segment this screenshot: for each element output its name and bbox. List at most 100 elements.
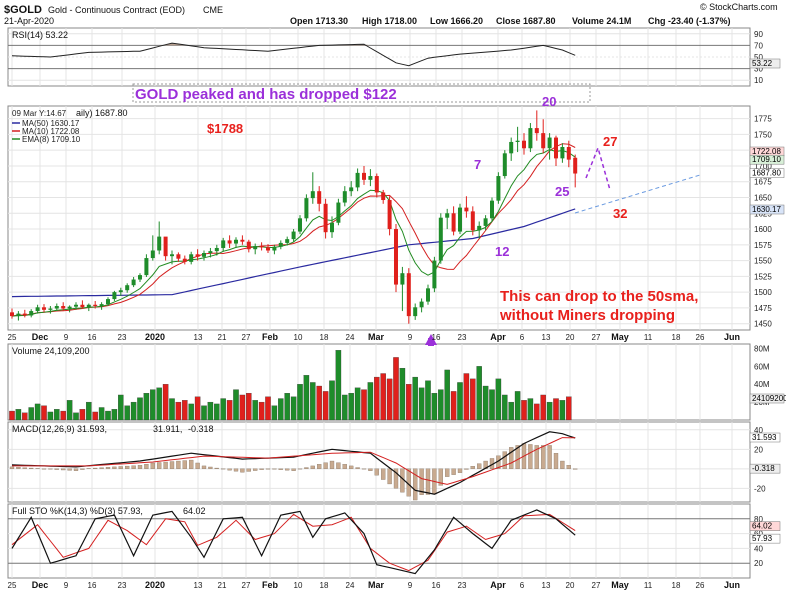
macd-hist-bar <box>253 468 258 471</box>
macd-hist-bar <box>163 461 168 469</box>
x-axis-label: 16 <box>432 333 441 342</box>
macd-hist-bar <box>355 467 360 469</box>
x-axis-label: 23 <box>458 333 467 342</box>
candle-body <box>496 176 501 201</box>
candle-body <box>528 128 533 149</box>
macd-hist-bar <box>509 447 514 469</box>
legend-daily: aily) 1687.80 <box>76 108 128 118</box>
volume-bar <box>34 403 41 421</box>
volume-bar <box>393 357 399 421</box>
macd-hist-bar <box>541 445 546 469</box>
candle-body <box>509 141 514 154</box>
sto-tick-label: 80 <box>754 515 763 524</box>
price-tick-label: 1700 <box>754 162 772 171</box>
candle-body <box>381 192 386 201</box>
x-axis-label: 24 <box>346 581 355 590</box>
macd-hist-bar <box>470 466 475 469</box>
price-tick-label: 1500 <box>754 288 772 297</box>
x-axis-label: 11 <box>644 581 653 590</box>
volume-bar <box>47 411 54 421</box>
candle-body <box>502 153 507 177</box>
volume-bar <box>207 401 214 421</box>
sto-tag: 64.02 <box>752 522 773 531</box>
legend-entry: MA(50) 1630.17 <box>22 119 80 128</box>
volume-bar <box>418 387 425 421</box>
trend-projection-line <box>574 174 701 214</box>
volume-bar <box>425 380 431 421</box>
volume-label: Volume 24,109,200 <box>12 346 90 356</box>
macd-hist-bar <box>105 467 111 469</box>
candle-body <box>150 250 155 259</box>
x-axis-label: 18 <box>672 333 681 342</box>
candle-body <box>234 239 238 244</box>
volume-bar <box>329 380 335 421</box>
x-axis-label: 16 <box>88 333 97 342</box>
note-line-2: without Miners dropping <box>499 307 675 324</box>
x-axis-label: 13 <box>542 333 551 342</box>
candle-body <box>29 311 34 316</box>
candle-body <box>547 137 552 149</box>
volume-bar <box>386 378 393 421</box>
x-axis-label: 6 <box>520 333 525 342</box>
candle-body <box>35 307 40 312</box>
rsi-label: RSI(14) 53.22 <box>12 30 68 40</box>
volume-bar <box>540 394 546 421</box>
candle-body <box>157 236 162 251</box>
volume-bar <box>297 384 303 421</box>
macd-hist-bar <box>214 467 219 469</box>
candle-body <box>458 207 462 232</box>
candle-body <box>61 306 66 309</box>
volume-bar <box>15 409 22 421</box>
candle-body <box>93 304 98 307</box>
candle-body <box>208 251 213 254</box>
price-tag-bg <box>749 154 785 165</box>
candle-body <box>438 217 443 261</box>
candle-body <box>221 240 226 248</box>
macd-hist-bar <box>477 463 482 469</box>
macd-hist-bar <box>323 462 328 469</box>
macd-hist-bar <box>182 460 187 469</box>
macd-hist-bar <box>208 466 213 469</box>
volume-bar <box>54 409 60 421</box>
candle-body <box>163 236 168 257</box>
volume-bar <box>246 393 252 421</box>
x-axis-label: 6 <box>520 581 525 590</box>
macd-hist-bar <box>438 468 443 486</box>
macd-hist-bar <box>413 468 418 501</box>
volume-bar <box>124 405 130 421</box>
candle-body <box>304 198 309 219</box>
rsi-tick-label: 90 <box>754 30 763 39</box>
candle-body <box>189 254 194 262</box>
exchange: CME <box>203 5 223 15</box>
macd-hist-bar <box>144 463 149 469</box>
volume-bar <box>489 389 495 421</box>
x-axis-label: 10 <box>294 581 303 590</box>
volume-bar <box>303 375 310 421</box>
price-tag: 1709.10 <box>752 155 781 164</box>
sto-tick-label: 20 <box>754 559 763 568</box>
candle-body <box>349 187 354 192</box>
volume-bar <box>194 396 201 421</box>
macd-tick-label: 40 <box>754 426 763 435</box>
x-axis-label: 18 <box>672 581 681 590</box>
macd-hist-bar <box>67 468 72 471</box>
volume-bar <box>290 396 297 421</box>
candle-body <box>490 200 494 219</box>
rsi-tick-label: 30 <box>754 65 763 74</box>
volume-bar <box>495 378 502 421</box>
macd-hist-bar <box>125 465 130 469</box>
x-axis-label: 27 <box>592 581 601 590</box>
volume-bar <box>169 398 175 421</box>
macd-tick-label: -20 <box>754 484 766 493</box>
candle-body <box>554 137 558 159</box>
macd-hist-bar <box>265 468 271 470</box>
x-axis-label: 25 <box>8 333 17 342</box>
x-axis-label: 9 <box>64 581 69 590</box>
price-tick-label: 1750 <box>754 130 772 139</box>
source-credit: © StockCharts.com <box>700 2 778 12</box>
volume-bar <box>431 393 438 421</box>
x-axis-label: Jun <box>724 580 740 590</box>
volume-bar <box>182 400 188 421</box>
candle-body <box>541 133 546 149</box>
volume-bar <box>463 373 470 421</box>
